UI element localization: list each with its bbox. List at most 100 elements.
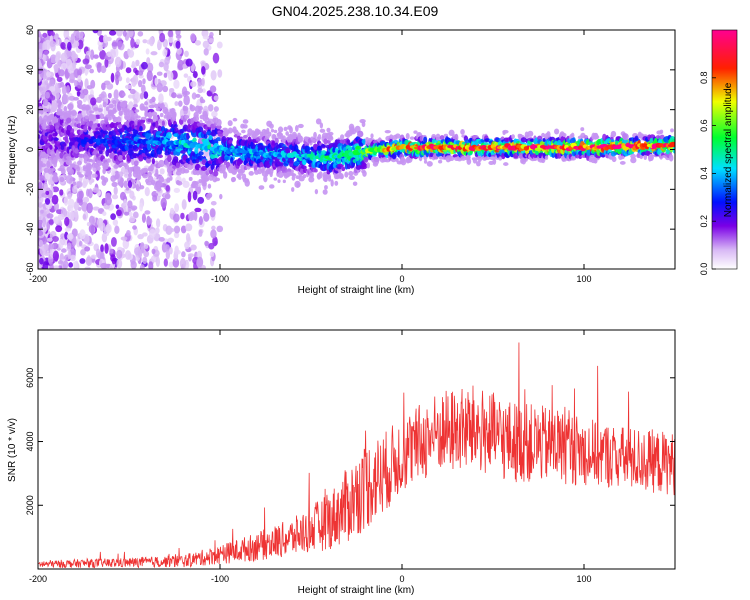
heatmap-noise-cell: [53, 63, 59, 74]
heatmap-band-cell: [155, 107, 161, 112]
heatmap-band-cell: [56, 108, 63, 114]
heatmap-noise-cell: [158, 61, 165, 68]
heatmap-band-cell: [311, 138, 316, 142]
heatmap-noise-cell: [173, 213, 180, 223]
heatmap-noise-cell: [38, 52, 43, 60]
heatmap-band-cell: [277, 126, 284, 133]
heatmap-band-cell: [150, 179, 156, 186]
heatmap-band-cell: [274, 158, 280, 162]
heatmap-noise-cell: [125, 77, 130, 84]
heatmap-xtick-label: -200: [29, 274, 47, 284]
heatmap-band-cell: [39, 160, 43, 165]
heatmap-noise-cell: [127, 180, 133, 188]
heatmap-noise-cell: [142, 39, 148, 44]
heatmap-band-cell: [202, 130, 207, 135]
heatmap-noise-cell: [203, 48, 209, 56]
heatmap-noise-cell: [69, 210, 75, 221]
colorbar-label: Normalized spectral amplitude: [723, 82, 734, 217]
heatmap-band-cell: [247, 128, 253, 135]
heatmap-noise-cell: [181, 199, 187, 210]
heatmap-noise-cell: [48, 79, 55, 88]
heatmap-band-cell: [320, 144, 326, 148]
heatmap-ytick-label: 0: [25, 147, 35, 152]
heatmap-band-cell: [42, 98, 49, 107]
heatmap-band-cell: [46, 160, 51, 169]
heatmap-band-cell: [281, 166, 288, 174]
heatmap-band-cell: [278, 131, 282, 137]
heatmap-band-cell: [281, 135, 286, 142]
heatmap-noise-cell: [62, 94, 69, 104]
colorbar-tick-label: 0.2: [699, 215, 709, 228]
heatmap-band-cell: [309, 171, 314, 179]
heatmap-noise-cell: [72, 40, 80, 48]
heatmap-noise-cell: [60, 41, 66, 50]
heatmap-noise-cell: [47, 237, 53, 242]
heatmap-noise-cell: [42, 217, 47, 228]
heatmap-noise-cell: [211, 225, 216, 231]
heatmap-noise-cell: [89, 68, 95, 74]
heatmap-noise-cell: [92, 30, 99, 34]
heatmap-noise-cell: [162, 48, 168, 57]
heatmap-band-cell: [108, 103, 114, 109]
heatmap-noise-cell: [54, 82, 59, 93]
heatmap-noise-cell: [175, 40, 181, 49]
heatmap-band-cell: [155, 168, 159, 176]
heatmap-band-cell: [268, 184, 275, 189]
heatmap-band-cell: [146, 143, 151, 150]
heatmap-band-cell: [186, 132, 190, 140]
heatmap-noise-cell: [100, 65, 107, 74]
heatmap-band-cell: [227, 127, 233, 134]
heatmap-band-cell: [546, 131, 551, 138]
heatmap-band-cell: [97, 108, 103, 113]
heatmap-noise-cell: [165, 225, 173, 235]
heatmap-band-cell: [285, 131, 289, 136]
heatmap-band-cell: [341, 166, 346, 172]
heatmap-band-cell: [159, 112, 164, 118]
heatmap-noise-cell: [135, 59, 140, 67]
heatmap-noise-cell: [167, 237, 175, 243]
heatmap-noise-cell: [181, 251, 186, 258]
heatmap-noise-cell: [209, 31, 214, 38]
heatmap-noise-cell: [169, 228, 175, 233]
heatmap-noise-cell: [190, 33, 196, 42]
heatmap-band-cell: [142, 167, 149, 173]
heatmap-band-cell: [99, 113, 105, 120]
heatmap-band-cell: [197, 126, 204, 134]
heatmap-noise-cell: [70, 33, 75, 45]
heatmap-noise-cell: [115, 74, 120, 86]
heatmap-noise-cell: [38, 89, 41, 99]
heatmap-band-cell: [570, 155, 577, 161]
heatmap-band-cell: [200, 166, 208, 171]
heatmap-band-cell: [154, 120, 159, 129]
snr-frame: [37, 329, 676, 570]
heatmap-noise-cell: [39, 175, 45, 181]
heatmap-band-cell: [438, 159, 443, 164]
heatmap-band-cell: [52, 116, 59, 124]
heatmap-band-cell: [489, 156, 496, 161]
snr-series-line: [38, 342, 675, 569]
heatmap-noise-cell: [212, 52, 220, 64]
heatmap-noise-cell: [109, 248, 114, 254]
heatmap-band-cell: [248, 170, 255, 176]
heatmap-band-cell: [435, 133, 441, 141]
heatmap-band-cell: [300, 165, 307, 170]
heatmap-noise-cell: [83, 196, 90, 203]
heatmap-noise-cell: [64, 216, 70, 227]
heatmap-band-cell: [150, 163, 156, 167]
heatmap-band-cell: [122, 156, 126, 161]
heatmap-noise-cell: [115, 30, 123, 37]
heatmap-band-cell: [344, 171, 349, 178]
colorbar-gradient: [711, 29, 738, 270]
heatmap-band-cell: [294, 125, 299, 132]
heatmap-band-cell: [168, 169, 172, 177]
heatmap-band-cell: [44, 91, 50, 99]
heatmap-noise-cell: [148, 261, 154, 269]
heatmap-noise-cell: [104, 196, 112, 206]
heatmap-noise-cell: [182, 90, 191, 96]
heatmap-band-cell: [69, 132, 74, 139]
heatmap-band-cell: [319, 128, 326, 133]
heatmap-band-cell: [670, 128, 674, 133]
heatmap-band-cell: [55, 122, 60, 127]
heatmap-band-cell: [290, 169, 294, 174]
